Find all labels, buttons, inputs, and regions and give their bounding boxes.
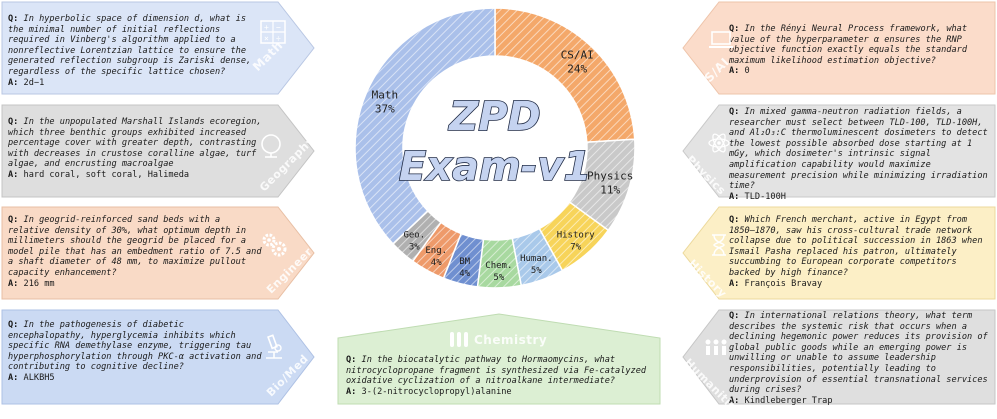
card-engineer-answer: 216 mm [23,278,55,289]
card-humanities-shape [682,309,996,405]
card-biomed-shape [1,309,315,405]
donut-label-math: Math [372,88,399,101]
donut-value-physics: 11% [600,183,620,196]
card-history-shape [682,206,996,300]
donut-value-eng: 4% [431,258,442,268]
svg-text:÷: ÷ [276,34,281,43]
donut-segment-hatch-history [539,202,609,271]
donut-label-human: Human. [520,254,553,264]
card-chemistry-answer: 3-(2-nitrocyclopropyl)alanine [361,386,512,397]
card-math-answer: 2d−1 [23,77,45,88]
atom-icon [707,131,731,159]
donut-value-human: 5% [531,266,542,276]
card-math-shape [1,1,315,95]
donut-label-chem: Chem. [485,261,512,271]
donut-segment-hatch-math [355,8,495,244]
card-history: Q: Which French merchant, active in Egyp… [682,206,996,300]
card-csai-answer: 0 [744,66,750,77]
donut-segment-hatch-bm [443,233,484,287]
donut-value-bm: 4% [459,269,470,279]
card-csai-shape [682,1,996,95]
donut-value-csai: 24% [567,63,587,76]
test-tubes-icon [448,330,470,354]
card-biomed-question: In the pathogenesis of diabetic encephal… [8,320,267,373]
card-humanities-answer: Kindleberger Trap [744,395,833,406]
grid-icon: + − × ÷ [260,20,286,48]
card-engineer-shape [1,206,315,300]
donut-value-math: 37% [375,102,395,115]
gears-icon [260,231,288,261]
donut-value-history: 7% [570,243,581,253]
donut-segment-hatch-csai [495,8,635,143]
svg-text:×: × [264,34,269,43]
laptop-icon [709,30,733,54]
card-physics-shape [682,104,996,198]
card-csai: Q: In the Rényi Neural Process framework… [682,1,996,95]
card-history-answer: François Bravay [744,278,823,289]
donut-label-bm: BM [459,257,470,267]
svg-text:+: + [264,23,269,32]
chart-title-line1: ZPD [447,94,541,140]
donut-label-history: History [557,231,596,241]
card-biomed-answer: ALKBH5 [23,372,55,383]
card-biomed: Q: In the pathogenesis of diabetic encep… [1,309,315,405]
donut-segment-hatch-human [512,228,563,286]
card-chemistry-shape [337,313,661,405]
card-humanities: Q: In international relations theory, wh… [682,309,996,419]
donut-label-eng: Eng. [425,246,447,256]
card-engineer-question: In geogrid-reinforced sand beds with a r… [8,215,267,278]
card-physics-answer: TLD-100H [744,191,786,202]
card-engineer: Q: In geogrid-reinforced sand beds with … [1,206,315,300]
donut-label-csai: CS/AI [561,49,594,62]
card-math-question: In hyperbolic space of dimension d, what… [8,14,257,77]
donut-label-geo: Geo. [403,231,425,241]
card-chemistry: Chemistry Q: In the biocatalytic pathway… [337,313,661,405]
card-physics: Q: In mixed gamma-neutron radiation fiel… [682,104,996,202]
svg-text:−: − [276,23,281,32]
card-geography-answer: hard coral, soft coral, Halimeda [23,169,190,180]
card-math: Q: In hyperbolic space of dimension d, w… [1,1,315,95]
globe-icon [258,133,284,163]
donut-label-physics: Physics [587,169,633,182]
card-chemistry-tag: Chemistry [474,333,548,347]
donut-value-chem: 5% [493,273,504,283]
donut-value-geo: 3% [409,243,420,253]
donut-segment-hatch-geo [392,210,441,262]
microscope-icon [260,334,286,366]
card-humanities-question: In international relations theory, what … [729,311,993,396]
people-icon [703,338,729,360]
donut-segment-hatch-physics [569,139,635,231]
donut-segment-hatch-chem [477,238,522,288]
card-csai-question: In the Rényi Neural Process framework, w… [729,24,973,66]
chart-title-line2: Exam-v1 [399,144,591,190]
card-geography-shape [1,104,315,198]
hourglass-icon [709,233,729,261]
donut-segment-hatch-eng [412,222,462,279]
card-chemistry-question: In the biocatalytic pathway to Hormaomyc… [346,355,652,387]
card-history-question: Which French merchant, active in Egypt f… [729,215,988,278]
card-geography-question: In the unpopulated Marshall Islands ecor… [8,117,267,170]
card-physics-question: In mixed gamma-neutron radiation fields,… [729,107,993,192]
card-geography: Q: In the unpopulated Marshall Islands e… [1,104,317,198]
